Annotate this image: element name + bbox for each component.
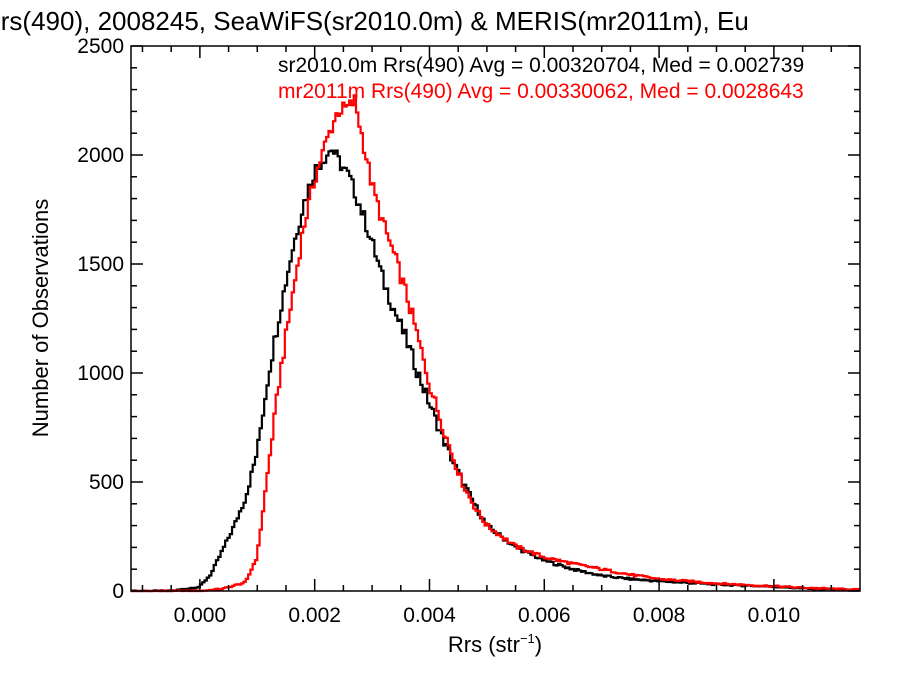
y-tick-label-2: 1000: [77, 362, 124, 385]
y-tick-label-5: 2500: [77, 35, 124, 58]
x-tick-label-1: 0.002: [288, 604, 341, 627]
x-axis-label-main: Rrs (str: [448, 632, 520, 657]
x-tick-label-3: 0.006: [518, 604, 571, 627]
x-axis-label-sup: −1: [520, 631, 535, 646]
x-tick-label-0: 0.000: [174, 604, 227, 627]
x-tick-label-2: 0.004: [403, 604, 456, 627]
ticks-layer: [131, 45, 860, 592]
x-axis-label-close: ): [535, 632, 542, 657]
series-line-1: [131, 94, 860, 593]
plot-frame: [130, 45, 861, 592]
x-tick-label-5: 0.010: [748, 604, 801, 627]
chart-title: Rrs(490), 2008245, SeaWiFS(sr2010.0m) & …: [0, 6, 749, 36]
annotation-mr2011: mr2011m Rrs(490) Avg = 0.00330062, Med =…: [278, 80, 804, 103]
annotation-sr2010: sr2010.0m Rrs(490) Avg = 0.00320704, Med…: [278, 54, 804, 77]
series-layer: [131, 94, 860, 593]
tick-labels: 0.000 0.002 0.004 0.006 0.008 0.010 0 500 1000 15…: [77, 35, 800, 627]
series-line-0: [131, 149, 860, 593]
y-tick-label-1: 500: [89, 471, 124, 494]
x-axis-label: Rrs (str−1): [448, 631, 542, 657]
y-tick-label-4: 2000: [77, 144, 124, 167]
x-tick-label-4: 0.008: [633, 604, 686, 627]
y-axis-label: Number of Observations: [28, 199, 53, 437]
y-tick-label-0: 0: [112, 580, 124, 603]
y-tick-label-3: 1500: [77, 253, 124, 276]
